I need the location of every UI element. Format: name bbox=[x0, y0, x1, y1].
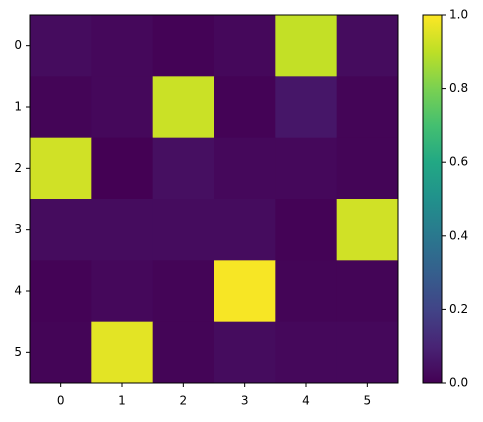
y-tick-label: 0 bbox=[14, 38, 22, 52]
heatmap-cell bbox=[214, 15, 276, 77]
heatmap-cell bbox=[152, 137, 215, 200]
x-tick-label: 0 bbox=[57, 394, 65, 408]
x-tick-label: 3 bbox=[241, 394, 249, 408]
heatmap-cell bbox=[152, 76, 215, 139]
heatmap-cell bbox=[152, 321, 215, 384]
heatmap-cell bbox=[275, 137, 338, 200]
heatmap-cell bbox=[91, 76, 154, 139]
colorbar-tick-label: 0.4 bbox=[449, 228, 468, 242]
heatmap-cell bbox=[275, 76, 338, 139]
colorbar-tick-label: 0.8 bbox=[449, 81, 468, 95]
heatmap-cell bbox=[336, 76, 399, 139]
x-tick-label: 4 bbox=[302, 394, 310, 408]
colorbar-tick-label: 1.0 bbox=[449, 8, 468, 22]
colorbar bbox=[422, 14, 443, 384]
heatmap-cell bbox=[336, 137, 399, 200]
heatmap-cell bbox=[30, 137, 92, 200]
x-tick-label: 2 bbox=[180, 394, 188, 408]
heatmap-cell bbox=[30, 76, 92, 139]
heatmap-cell bbox=[336, 199, 399, 261]
heatmap-cell bbox=[91, 321, 154, 384]
y-tick-label: 3 bbox=[14, 222, 22, 236]
y-tick-label: 5 bbox=[14, 345, 22, 359]
y-tick-label: 2 bbox=[14, 161, 22, 175]
colorbar-tick-label: 0.2 bbox=[449, 302, 468, 316]
heatmap-cell bbox=[336, 260, 399, 323]
heatmap-cell bbox=[91, 199, 154, 261]
heatmap-cell bbox=[275, 199, 338, 261]
heatmap-cell bbox=[30, 15, 92, 77]
x-tick-label: 5 bbox=[364, 394, 372, 408]
heatmap-cell bbox=[214, 321, 276, 384]
x-tick-label: 1 bbox=[118, 394, 126, 408]
y-tick-label: 1 bbox=[14, 100, 22, 114]
heatmap-cell bbox=[152, 260, 215, 323]
heatmap-cell bbox=[30, 260, 92, 323]
heatmap-cell bbox=[30, 321, 92, 384]
heatmap-cell bbox=[214, 137, 276, 200]
heatmap-cell bbox=[336, 321, 399, 384]
colorbar-tick-label: 0.0 bbox=[449, 376, 468, 390]
heatmap-cell bbox=[214, 199, 276, 261]
heatmap-cell bbox=[275, 321, 338, 384]
heatmap-cell bbox=[214, 260, 276, 323]
heatmap-cell bbox=[30, 199, 92, 261]
heatmap-cell bbox=[275, 260, 338, 323]
heatmap bbox=[30, 15, 399, 384]
plot-frame bbox=[29, 14, 399, 384]
heatmap-cell bbox=[275, 15, 338, 77]
heatmap-cell bbox=[152, 15, 215, 77]
heatmap-cell bbox=[152, 199, 215, 261]
heatmap-cell bbox=[91, 260, 154, 323]
heatmap-cell bbox=[91, 15, 154, 77]
heatmap-cell bbox=[336, 15, 399, 77]
colorbar-tick-label: 0.6 bbox=[449, 155, 468, 169]
heatmap-cell bbox=[214, 76, 276, 139]
y-tick-label: 4 bbox=[14, 284, 22, 298]
heatmap-cell bbox=[91, 137, 154, 200]
